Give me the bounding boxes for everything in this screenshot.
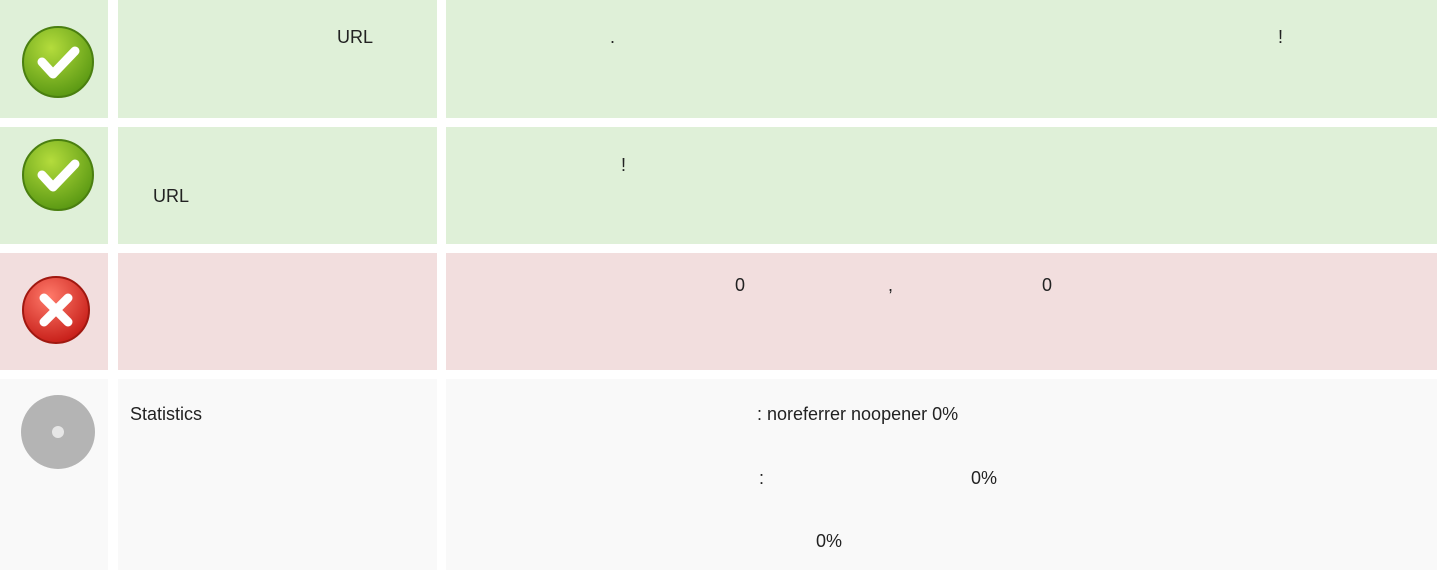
content-text: 0%: [816, 531, 843, 551]
label-cell: [118, 127, 437, 244]
content-cell: [446, 127, 1437, 244]
content-text: .: [610, 27, 616, 47]
label-text: Statistics: [130, 404, 203, 424]
label-text: URL: [337, 27, 374, 47]
content-text: : noreferrer noopener 0%: [757, 404, 959, 424]
content-cell: [446, 0, 1437, 118]
content-text: !: [1278, 27, 1284, 47]
check-icon: [22, 139, 94, 211]
content-text: :: [759, 468, 765, 488]
content-text: ,: [888, 275, 894, 295]
content-text: 0%: [971, 468, 998, 488]
content-text: 0: [735, 275, 746, 295]
label-cell: [118, 253, 437, 370]
label-cell: [118, 0, 437, 118]
content-cell: [446, 379, 1437, 570]
content-cell: [446, 253, 1437, 370]
label-text: URL: [153, 186, 190, 206]
content-text: 0: [1042, 275, 1053, 295]
error-icon: [22, 276, 90, 344]
info-icon: [21, 395, 95, 469]
content-text: !: [621, 155, 627, 175]
label-cell: [118, 379, 437, 570]
check-icon: [22, 26, 94, 98]
